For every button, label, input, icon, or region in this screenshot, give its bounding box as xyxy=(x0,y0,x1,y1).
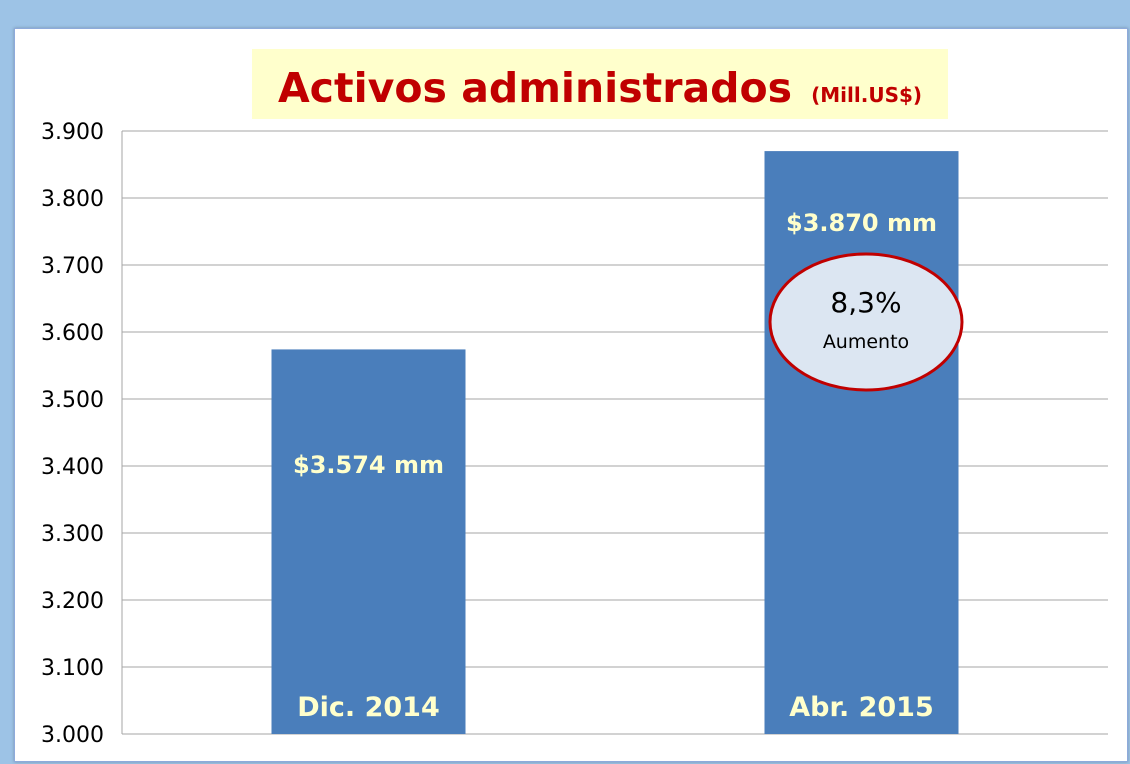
callout-ellipse xyxy=(768,252,964,392)
y-tick-label-6: 3.600 xyxy=(41,321,104,346)
bar-labels: Dic. 2014 $3.574 mm Abr. 2015 $3.870 mm xyxy=(293,209,937,723)
callout-label: Aumento xyxy=(823,331,909,353)
title-unit: (Mill.US$) xyxy=(811,83,922,107)
y-tick-label-5: 3.500 xyxy=(41,388,104,413)
y-tick-label-4: 3.400 xyxy=(41,455,104,480)
y-tick-label-3: 3.300 xyxy=(41,522,104,547)
y-tick-label-2: 3.200 xyxy=(41,589,104,614)
category-label-1: Abr. 2015 xyxy=(789,692,934,723)
chart-title-text: Activos administrados (Mill.US$) xyxy=(278,64,922,112)
chart-title: Activos administrados (Mill.US$) xyxy=(278,64,922,112)
y-tick-label-8: 3.800 xyxy=(41,187,104,212)
bars xyxy=(271,151,959,735)
y-tick-label-0: 3.000 xyxy=(41,723,104,748)
category-label-0: Dic. 2014 xyxy=(297,692,439,723)
y-tick-label-7: 3.700 xyxy=(41,254,104,279)
title-main: Activos administrados xyxy=(278,64,792,112)
bar-0 xyxy=(271,349,466,734)
callout-percent: 8,3% xyxy=(830,286,901,319)
data-label-1: $3.870 mm xyxy=(786,209,937,237)
y-tick-label-1: 3.100 xyxy=(41,656,104,681)
increase-callout: 8,3% Aumento xyxy=(768,252,964,392)
y-tick-label-9: 3.900 xyxy=(41,120,104,145)
bar-1 xyxy=(764,151,959,735)
title-background xyxy=(252,49,948,119)
gridlines xyxy=(121,130,1108,735)
y-axis-ticks: 3.000 3.100 3.200 3.300 3.400 3.500 3.600 3.700… xyxy=(41,120,104,748)
data-label-0: $3.574 mm xyxy=(293,451,444,479)
